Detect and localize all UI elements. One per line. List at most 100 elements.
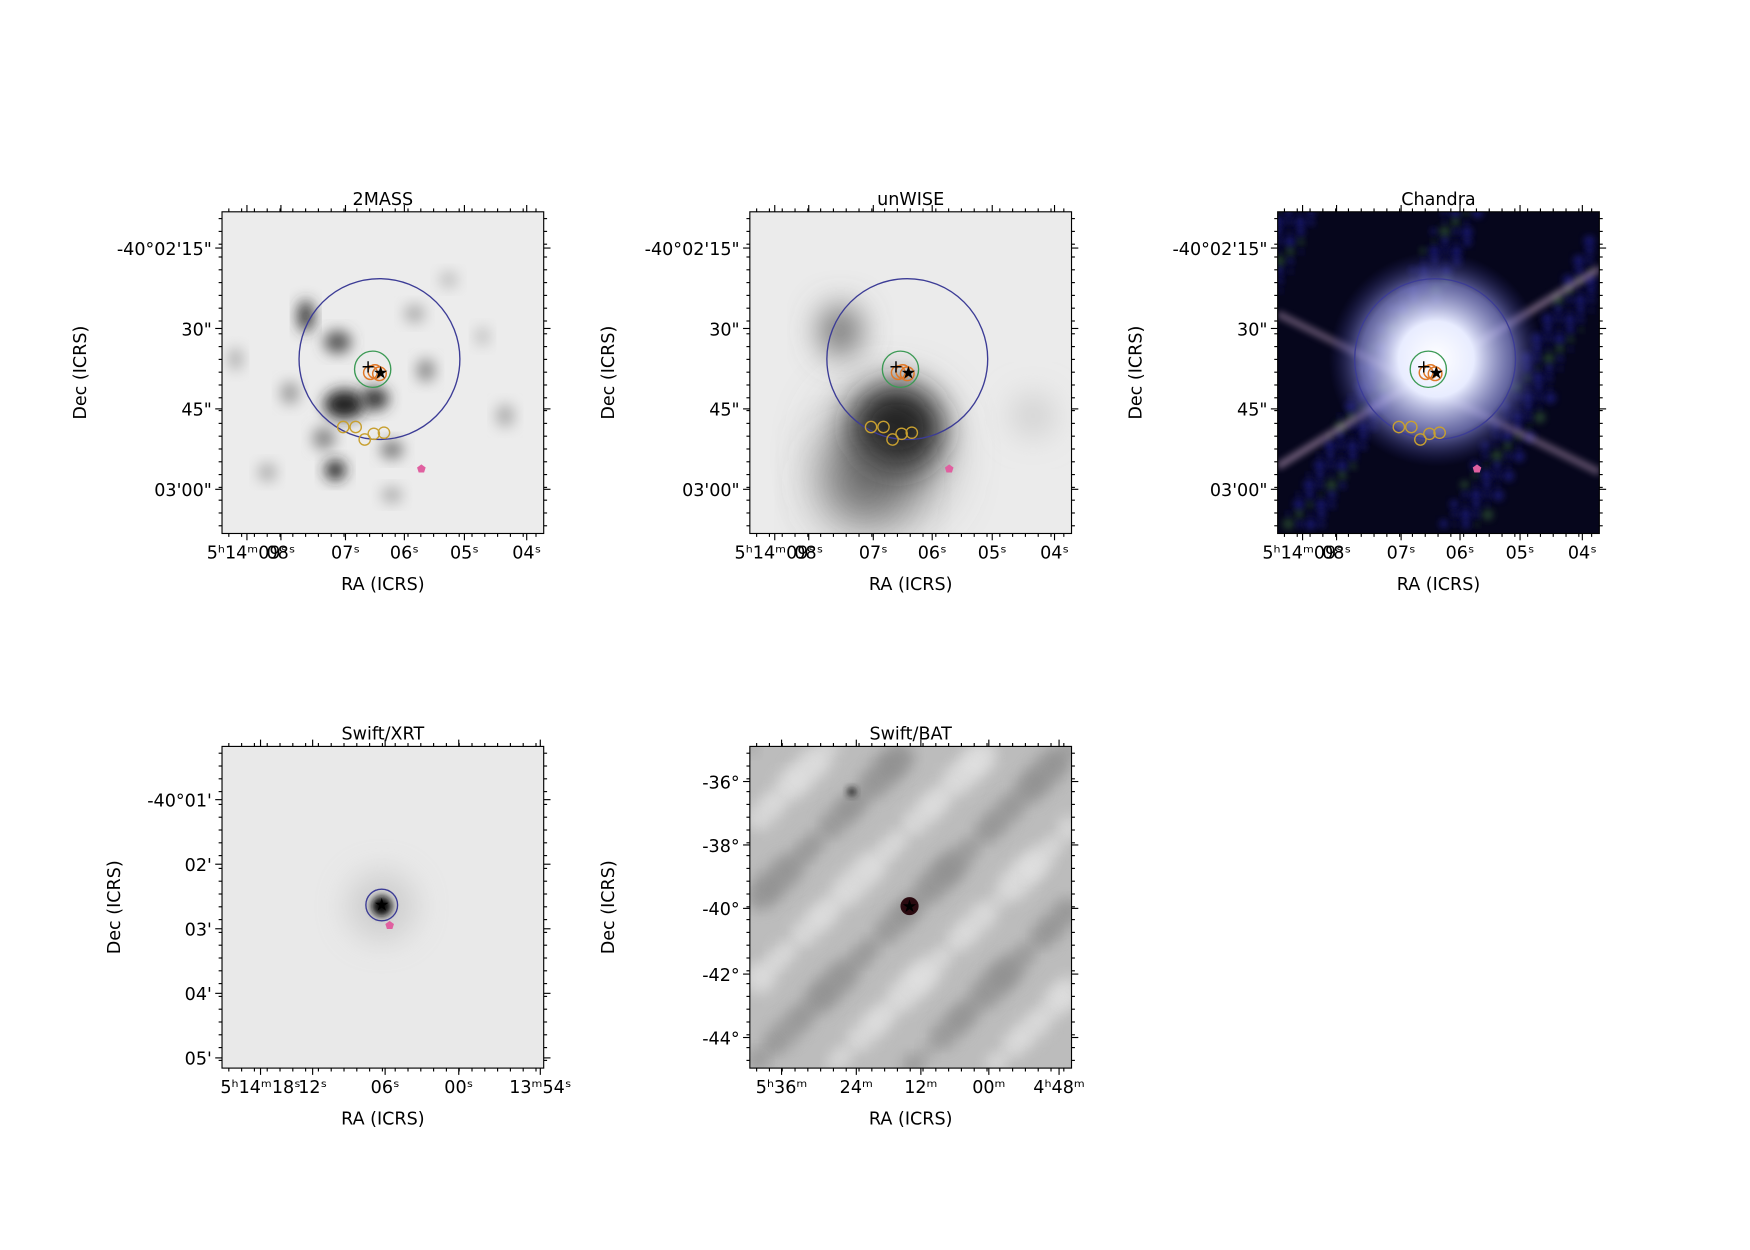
image-noise [856,938,880,962]
image-noise [785,1005,813,1033]
catalog-circle [886,433,899,446]
y-tick-label: 45" [1237,401,1267,421]
y-tick-label: 45" [709,401,739,421]
image-noise [904,819,919,834]
source-blob [900,897,919,916]
image-noise [1461,491,1469,499]
image-noise [1277,255,1286,267]
image-noise [1450,217,1461,227]
image-feature [1012,395,1054,437]
image-noise [1462,211,1470,216]
image-feature [416,359,435,382]
image-noise [1339,453,1344,459]
image-noise [1495,483,1501,488]
match-circle [1354,277,1517,441]
y-tick-label: 04' [185,985,212,1005]
image-feature [312,427,336,450]
image-noise [1282,518,1295,530]
image-noise [916,883,935,902]
image-feature [228,347,243,371]
image-noise [833,886,852,905]
image-noise [932,1032,946,1047]
image-noise [1337,471,1347,481]
image-noise [1349,462,1357,470]
x-tick-label: 06ˢ [918,543,947,563]
image-noise [1318,492,1323,498]
catalog-circle [1404,420,1418,434]
image-noise [1516,444,1521,449]
source-star: ★ [1428,363,1444,383]
y-tick-label: -40°02'15" [1172,240,1267,260]
image-noise [773,941,797,965]
image-noise [1328,473,1334,478]
image-noise [944,775,963,794]
catalog-circle [349,420,363,434]
image-noise [1277,277,1284,285]
image-feature [847,787,857,797]
image-noise [1565,324,1575,334]
pink-marker [1472,464,1482,473]
x-tick-label: 07ˢ [1387,543,1416,563]
image-noise [761,877,780,896]
y-tick-label: 30" [1237,320,1267,340]
image-noise [1506,463,1511,469]
y-axis-label: Dec (ICRS) [71,326,91,420]
image-noise [1308,512,1313,517]
image-feature [439,271,458,288]
y-tick-label: -42° [702,966,739,986]
image-noise [1277,226,1283,237]
image-noise [749,963,774,996]
image-noise [1471,471,1479,479]
image-feature [361,387,389,411]
image-noise [1315,470,1325,480]
x-axis-label: RA (ICRS) [869,1110,953,1130]
image-noise [968,902,996,930]
image-noise [1314,459,1326,472]
source-cross: + [889,358,904,378]
image-noise [1294,509,1304,519]
image-noise [1461,226,1473,238]
image-noise [1564,313,1576,326]
catalog-circle [864,420,878,434]
image-noise [816,982,836,1002]
image-noise [976,827,990,842]
image-noise [1546,374,1554,382]
image-noise [1277,266,1285,276]
image-noise [1294,216,1306,228]
image-noise [1287,257,1294,265]
image-noise [1568,346,1574,352]
image-noise [1503,441,1513,451]
image-noise [1360,443,1367,451]
image-noise [1303,479,1315,491]
image-noise [1494,472,1501,480]
source-circle [890,365,906,381]
image: ★+ [1277,211,1600,534]
image-noise [1449,499,1459,509]
image-noise [1462,237,1472,247]
image-noise [948,936,963,950]
image-noise [1541,313,1554,325]
y-axis-label: Dec (ICRS) [599,860,619,954]
x-axis-label: RA (ICRS) [1397,575,1481,595]
x-tick-label: 5ʰ14ᵐ09ˢ [735,543,815,563]
image-noise [1325,479,1338,492]
catalog-circle [358,433,372,446]
panel-title: 2MASS [353,190,414,210]
image-noise [1031,933,1046,947]
image-noise [1474,522,1480,527]
image-noise [1577,287,1583,293]
image-noise [805,994,824,1013]
y-tick-label: 30" [709,320,739,340]
image: ★+ [222,211,544,534]
image-noise [1285,218,1293,226]
image-noise [1440,211,1448,216]
image-noise [1558,366,1563,371]
image-noise [920,1044,935,1058]
image-noise [1452,521,1458,527]
image-noise [1576,305,1586,315]
image-noise [1586,285,1596,295]
image-noise [1004,1041,1018,1056]
image-noise [964,746,996,774]
image-noise [1556,355,1564,363]
image-noise [1464,219,1469,225]
